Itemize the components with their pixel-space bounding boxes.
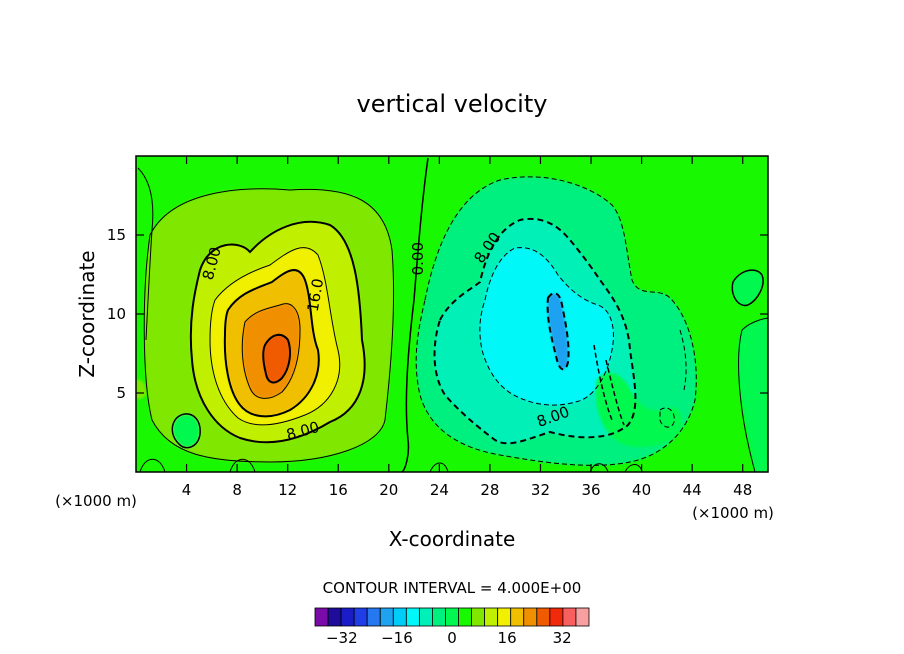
colorbar-swatch bbox=[432, 607, 446, 627]
colorbar-swatch bbox=[405, 607, 420, 627]
colorbar-swatch bbox=[484, 607, 499, 627]
fill-right-blob bbox=[732, 270, 764, 306]
y-tick-label: 10 bbox=[107, 305, 126, 323]
contour-4-pos bbox=[143, 188, 395, 463]
x-tick-label: 36 bbox=[581, 481, 600, 499]
contour-8-neg bbox=[433, 217, 637, 445]
colorbar-swatch bbox=[536, 607, 551, 627]
y-axis-label: Z-coordinate bbox=[75, 250, 99, 377]
y-tick-label: 15 bbox=[107, 226, 126, 244]
contour-8-pos bbox=[189, 220, 366, 444]
colorbar-swatch bbox=[523, 607, 538, 627]
colorbar-tick-label: 0 bbox=[447, 629, 457, 647]
colorbar-swatch bbox=[471, 607, 486, 627]
x-tick-label: 40 bbox=[632, 481, 651, 499]
colorbar-swatch bbox=[392, 607, 407, 627]
colorbar-tick-label: 16 bbox=[498, 629, 517, 647]
contour-24-pos bbox=[262, 333, 291, 384]
colorbar-swatch bbox=[366, 607, 381, 627]
contour-neg-small bbox=[659, 407, 675, 428]
x-axis-label: X-coordinate bbox=[389, 527, 516, 551]
x-tick-label: 44 bbox=[683, 481, 702, 499]
contour-lines bbox=[137, 157, 768, 472]
x-tick-label: 20 bbox=[379, 481, 398, 499]
colorbar-swatch bbox=[418, 607, 433, 627]
contour-bottom-bumps bbox=[139, 458, 643, 472]
x-unit-right: (×1000 m) bbox=[692, 504, 774, 522]
x-tick-label: 8 bbox=[232, 481, 242, 499]
contour-right-blob bbox=[731, 269, 764, 307]
contour-0 bbox=[401, 157, 429, 472]
colorbar-swatch bbox=[353, 607, 368, 627]
colorbar-swatch bbox=[458, 607, 472, 627]
contour-16-pos bbox=[223, 269, 320, 418]
y-tick-label: 5 bbox=[116, 384, 126, 402]
contour-label: 0.00 bbox=[409, 242, 427, 275]
contour-12-neg bbox=[479, 247, 614, 406]
x-tick-label: 12 bbox=[278, 481, 297, 499]
x-unit-left: (×1000 m) bbox=[55, 492, 137, 510]
contour-4-neg bbox=[415, 176, 697, 466]
contour-left-edge bbox=[137, 167, 154, 341]
fill-lower-band bbox=[595, 372, 683, 448]
colorbar-swatch bbox=[445, 607, 459, 627]
chart-title: vertical velocity bbox=[357, 90, 548, 118]
x-tick-label: 24 bbox=[430, 481, 449, 499]
contour-neg-streak-1 bbox=[593, 344, 613, 421]
colorbar-swatch bbox=[327, 607, 342, 627]
fill-level-12-neg bbox=[479, 247, 614, 406]
colorbar: −32 −16 0 16 32 bbox=[314, 607, 590, 647]
x-tick-label: 4 bbox=[182, 481, 192, 499]
colorbar-swatch bbox=[379, 607, 394, 627]
fill-right-edge bbox=[737, 318, 768, 472]
colorbar-swatch bbox=[510, 607, 525, 627]
fill-small-edge bbox=[136, 379, 146, 399]
colorbar-tick-label: −16 bbox=[381, 629, 413, 647]
contour-label: 16.0 bbox=[304, 277, 328, 313]
colorbar-swatch bbox=[497, 607, 512, 627]
colorbar-swatch bbox=[340, 607, 355, 627]
contour-16-neg bbox=[546, 292, 570, 371]
fill-small-left bbox=[172, 413, 201, 448]
contour-interval-text: CONTOUR INTERVAL = 4.000E+00 bbox=[323, 579, 582, 597]
contour-20-pos bbox=[241, 303, 301, 399]
x-tick-label: 28 bbox=[480, 481, 499, 499]
contour-12-pos bbox=[209, 247, 341, 426]
x-tick-label: 32 bbox=[531, 481, 550, 499]
contour-small-left bbox=[171, 413, 201, 449]
colorbar-swatch bbox=[549, 607, 564, 627]
colorbar-swatch bbox=[314, 607, 329, 627]
colorbar-swatch bbox=[575, 607, 590, 627]
x-tick-label: 48 bbox=[733, 481, 752, 499]
colorbar-tick-label: 32 bbox=[553, 629, 572, 647]
colorbar-tick-label: −32 bbox=[326, 629, 358, 647]
x-tick-label: 16 bbox=[329, 481, 348, 499]
fill-level-24-pos bbox=[263, 334, 290, 383]
colorbar-swatch bbox=[562, 607, 577, 627]
